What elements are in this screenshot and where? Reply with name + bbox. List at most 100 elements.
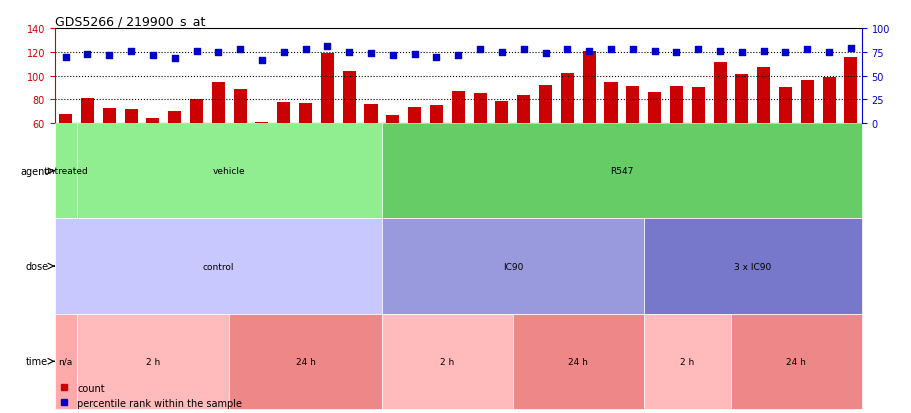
Bar: [626, 87, 639, 124]
Point: [691, 47, 705, 54]
Point: [58, 54, 73, 61]
Bar: [429, 106, 443, 124]
Point: [603, 47, 618, 54]
Point: [80, 52, 95, 58]
Text: 24 h: 24 h: [568, 357, 588, 366]
FancyBboxPatch shape: [77, 314, 229, 409]
Bar: [670, 87, 682, 124]
Bar: [822, 78, 834, 124]
Point: [821, 49, 835, 56]
Bar: [604, 82, 617, 124]
FancyBboxPatch shape: [643, 314, 730, 409]
Text: dose: dose: [25, 261, 48, 271]
Bar: [364, 105, 377, 124]
Bar: [495, 101, 508, 124]
Text: 2 h: 2 h: [440, 357, 454, 366]
Bar: [560, 74, 573, 124]
Point: [429, 54, 444, 61]
FancyBboxPatch shape: [730, 314, 861, 409]
Point: [777, 49, 792, 56]
Bar: [844, 57, 856, 124]
FancyBboxPatch shape: [643, 219, 861, 314]
Text: untreated: untreated: [43, 167, 87, 176]
Point: [124, 48, 138, 55]
Bar: [538, 86, 551, 124]
Point: [407, 52, 422, 58]
Point: [494, 49, 508, 56]
Text: time: time: [26, 356, 48, 366]
FancyBboxPatch shape: [382, 314, 512, 409]
Point: [385, 53, 400, 59]
Point: [210, 49, 225, 56]
Bar: [59, 114, 72, 124]
Text: vehicle: vehicle: [212, 167, 245, 176]
Text: n/a: n/a: [58, 357, 73, 366]
Bar: [81, 99, 94, 124]
Point: [799, 47, 814, 54]
Bar: [321, 54, 333, 124]
Text: 2 h: 2 h: [146, 357, 159, 366]
Bar: [233, 90, 246, 124]
FancyBboxPatch shape: [55, 219, 382, 314]
Text: agent: agent: [20, 166, 48, 176]
Bar: [211, 82, 225, 124]
Point: [733, 49, 748, 56]
FancyBboxPatch shape: [512, 314, 643, 409]
Bar: [800, 81, 813, 124]
Bar: [517, 95, 529, 124]
Point: [146, 53, 160, 59]
FancyBboxPatch shape: [382, 124, 861, 219]
Text: GDS5266 / 219900_s_at: GDS5266 / 219900_s_at: [55, 15, 205, 28]
Point: [516, 47, 530, 54]
Point: [537, 50, 552, 57]
Bar: [734, 75, 748, 124]
Point: [559, 47, 574, 54]
Bar: [168, 112, 181, 124]
Text: 3 x IC90: 3 x IC90: [733, 262, 771, 271]
FancyBboxPatch shape: [229, 314, 382, 409]
Text: 24 h: 24 h: [785, 357, 805, 366]
Bar: [146, 119, 159, 124]
Point: [472, 47, 486, 54]
Bar: [386, 116, 399, 124]
Point: [363, 50, 378, 57]
Bar: [756, 68, 770, 124]
Bar: [189, 100, 203, 124]
Point: [189, 48, 203, 55]
Point: [276, 49, 291, 56]
Bar: [407, 107, 421, 124]
Bar: [691, 88, 704, 124]
Bar: [103, 109, 116, 124]
FancyBboxPatch shape: [77, 124, 382, 219]
Point: [254, 58, 269, 64]
Point: [647, 48, 661, 55]
Point: [232, 47, 247, 54]
Point: [168, 55, 182, 62]
Text: 2 h: 2 h: [680, 357, 693, 366]
Bar: [255, 123, 268, 124]
Text: control: control: [202, 262, 234, 271]
Point: [843, 46, 857, 52]
Bar: [451, 92, 465, 124]
Bar: [473, 94, 486, 124]
Text: R547: R547: [609, 167, 633, 176]
Legend: count, percentile rank within the sample: count, percentile rank within the sample: [59, 383, 241, 408]
Bar: [299, 104, 312, 124]
Bar: [648, 93, 660, 124]
Point: [342, 49, 356, 56]
Point: [320, 43, 334, 50]
Point: [581, 48, 596, 55]
Bar: [277, 102, 290, 124]
Bar: [712, 63, 726, 124]
Bar: [778, 88, 791, 124]
Point: [450, 53, 465, 59]
Point: [712, 48, 727, 55]
FancyBboxPatch shape: [382, 219, 643, 314]
Bar: [582, 52, 595, 124]
Point: [755, 48, 770, 55]
Point: [625, 47, 640, 54]
Point: [102, 53, 117, 59]
Bar: [125, 109, 138, 124]
FancyBboxPatch shape: [55, 314, 77, 409]
Bar: [343, 71, 355, 124]
